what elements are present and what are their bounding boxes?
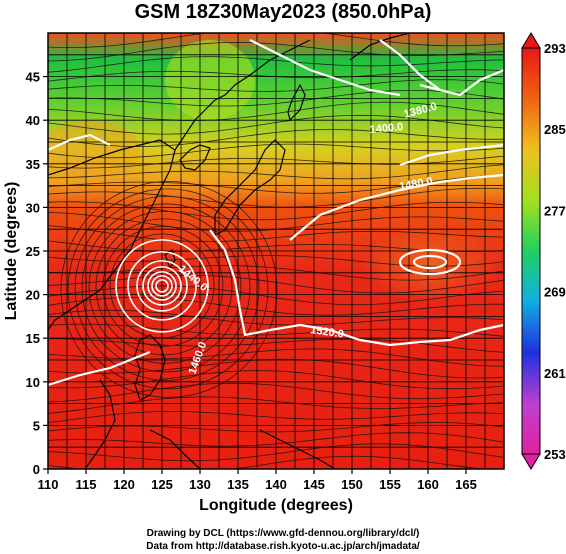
x-tick-label: 130 xyxy=(189,477,211,492)
streamline xyxy=(48,338,504,353)
streamline-swirl xyxy=(88,210,242,364)
colorbar-max-arrow xyxy=(521,32,541,49)
streamline xyxy=(48,443,504,462)
streamline xyxy=(48,382,504,403)
typhoon-ring xyxy=(147,271,177,301)
warm-region-mainland xyxy=(48,120,140,180)
streamline xyxy=(48,370,504,390)
streamline xyxy=(48,101,504,121)
y-tick-label: 15 xyxy=(26,331,40,346)
streamline xyxy=(48,422,504,433)
streamline xyxy=(48,129,504,147)
streamline xyxy=(48,323,504,337)
wind-streamlines xyxy=(48,33,504,469)
streamline xyxy=(48,396,504,414)
streamline xyxy=(48,296,504,316)
lat-lon-grid xyxy=(48,33,504,469)
contour-label-group: 1440.0 1520.0 1480.0 1380.0 1400.0 1460.… xyxy=(176,101,438,376)
colorbar-scale xyxy=(521,47,541,455)
streamline xyxy=(48,164,504,180)
typhoon-ring xyxy=(151,275,173,297)
streamline-swirl xyxy=(67,188,269,390)
streamline xyxy=(48,187,504,208)
streamline xyxy=(48,225,504,243)
y-tick-label: 30 xyxy=(26,200,40,215)
streamline xyxy=(48,175,504,194)
x-tick-label: 145 xyxy=(303,477,325,492)
typhoon-ring xyxy=(115,239,209,333)
contour-label: 1520.0 xyxy=(310,324,345,341)
streamline xyxy=(48,285,504,305)
typhoon-vortex xyxy=(115,239,209,333)
height-contours xyxy=(48,39,504,387)
colorbar: 293 285 277 269 261 253 xyxy=(521,32,566,470)
x-tick-label: 150 xyxy=(341,477,363,492)
x-tick-label: 160 xyxy=(417,477,439,492)
streamline xyxy=(48,33,504,49)
colorbar-label: 293 xyxy=(544,41,566,56)
colorbar-label: 277 xyxy=(544,203,566,218)
y-tick-label: 40 xyxy=(26,113,40,128)
y-tick-label: 20 xyxy=(26,288,40,303)
streamline xyxy=(48,274,504,294)
colorbar-label: 285 xyxy=(544,122,566,137)
streamline xyxy=(48,455,488,469)
colorbar-min-arrow xyxy=(521,453,541,470)
map-title: GSM 18Z30May2023 (850.0hPa) xyxy=(134,1,432,23)
contour-label: 1480.0 xyxy=(398,175,433,193)
x-tick-label: 155 xyxy=(379,477,401,492)
cool-region-north xyxy=(165,40,255,120)
x-tick-label: 120 xyxy=(113,477,135,492)
x-axis: 110 115 120 125 130 135 140 145 150 155 160 165 xyxy=(38,469,477,492)
streamline xyxy=(48,90,504,107)
x-tick-label: 110 xyxy=(38,477,59,492)
typhoon-ring xyxy=(127,251,197,321)
streamline-swirl xyxy=(60,180,278,398)
x-tick-label: 125 xyxy=(151,477,173,492)
streamline xyxy=(48,309,504,326)
coastlines xyxy=(48,33,411,469)
credit-drawing: Drawing by DCL (https://www.gfd-dennou.o… xyxy=(146,528,420,539)
plot-area: 1440.0 1520.0 1480.0 1380.0 1400.0 1460.… xyxy=(48,33,504,469)
y-axis-label: Latitude (degrees) xyxy=(3,182,20,321)
typhoon-ring xyxy=(155,279,169,293)
contour-label: 1400.0 xyxy=(369,121,404,136)
typhoon-ring xyxy=(142,266,182,306)
streamline xyxy=(48,212,504,232)
y-tick-label: 10 xyxy=(26,375,40,390)
streamline xyxy=(48,114,504,135)
x-axis-label: Longitude (degrees) xyxy=(199,497,353,514)
streamline-swirl xyxy=(81,203,251,373)
y-tick-label: 35 xyxy=(26,157,40,172)
y-tick-label: 5 xyxy=(33,418,40,433)
x-tick-label: 115 xyxy=(76,477,97,492)
streamline xyxy=(48,155,504,169)
x-tick-label: 140 xyxy=(265,477,287,492)
y-tick-label: 45 xyxy=(26,70,40,85)
x-tick-label: 165 xyxy=(455,477,477,492)
colorbar-label: 253 xyxy=(544,447,566,462)
typhoon-ring xyxy=(136,260,188,312)
streamline-swirl xyxy=(74,195,260,381)
credit-data: Data from http://database.rish.kyoto-u.a… xyxy=(146,541,420,552)
y-axis: 0 5 10 15 20 25 30 35 40 45 xyxy=(26,70,48,477)
colorbar-label: 269 xyxy=(544,285,566,300)
streamline xyxy=(48,201,504,221)
streamline-swirl xyxy=(95,218,233,356)
x-tick-label: 135 xyxy=(227,477,249,492)
streamline xyxy=(48,41,504,62)
warm-anomaly xyxy=(360,227,500,303)
streamline xyxy=(48,432,504,447)
y-tick-label: 0 xyxy=(33,462,40,477)
streamline xyxy=(48,255,504,267)
colorbar-label: 261 xyxy=(544,366,566,381)
y-tick-label: 25 xyxy=(26,244,40,259)
